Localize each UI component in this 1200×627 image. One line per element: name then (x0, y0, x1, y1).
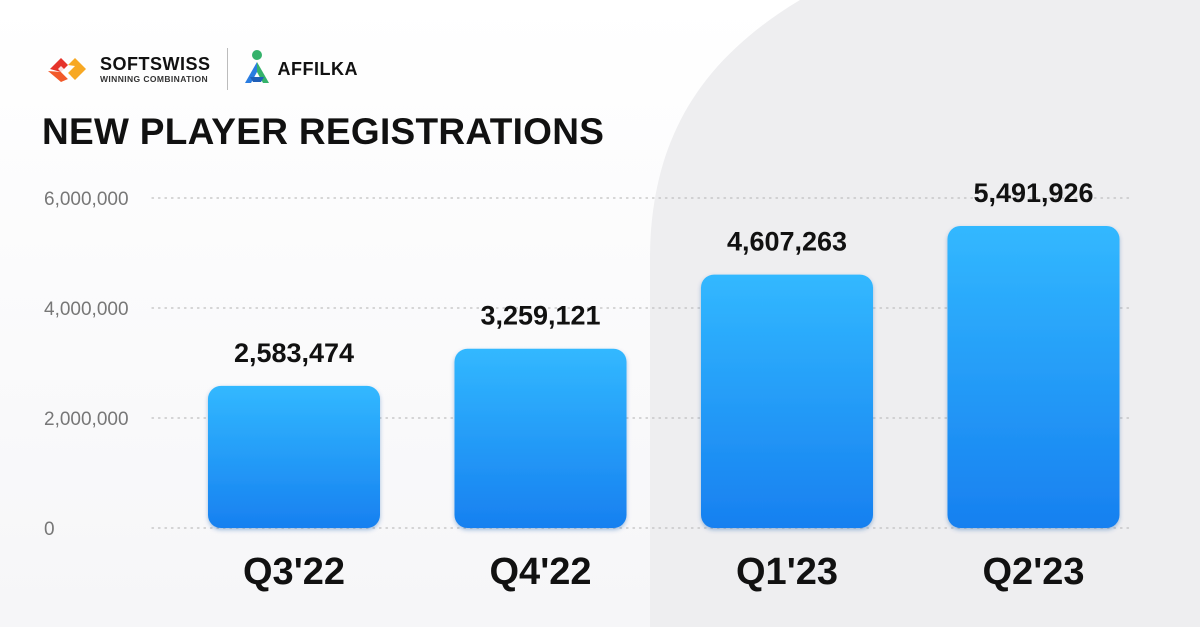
softswiss-name: SOFTSWISS (100, 54, 211, 74)
x-category-label: Q2'23 (983, 551, 1085, 593)
y-tick-label: 0 (44, 519, 55, 540)
bar (947, 225, 1120, 528)
bar (454, 348, 627, 528)
softswiss-tagline: WINNING COMBINATION (100, 74, 209, 84)
y-tick-label: 6,000,000 (44, 189, 129, 210)
bar (701, 274, 873, 528)
affilka-emblem-icon (244, 50, 269, 83)
bar-value-label: 4,607,263 (727, 227, 847, 257)
y-tick-label: 2,000,000 (44, 409, 129, 430)
affilka-name: AFFILKA (277, 58, 358, 79)
softswiss-emblem-icon (48, 58, 86, 82)
bar-value-label: 5,491,926 (973, 178, 1093, 208)
bar-value-label: 3,259,121 (480, 301, 600, 331)
bar-value-label: 2,583,474 (234, 338, 354, 368)
chart-title: NEW PLAYER REGISTRATIONS (42, 111, 605, 152)
x-category-label: Q4'22 (490, 551, 592, 593)
x-category-label: Q1'23 (736, 551, 838, 593)
y-tick-label: 4,000,000 (44, 299, 129, 320)
logo-divider (226, 48, 228, 90)
bar (208, 385, 380, 528)
affilka-logo: AFFILKA (242, 49, 358, 89)
x-category-label: Q3'22 (243, 551, 345, 593)
brand-logos: SOFTSWISS WINNING COMBINATION AFFILKA (44, 46, 358, 92)
softswiss-logo: SOFTSWISS WINNING COMBINATION (44, 52, 211, 86)
